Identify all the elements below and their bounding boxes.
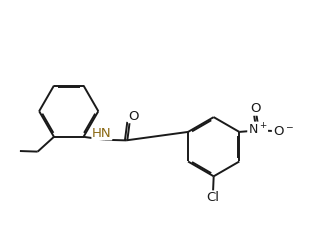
Text: O$^-$: O$^-$ (272, 124, 294, 138)
Text: Cl: Cl (207, 191, 220, 204)
Text: O: O (250, 102, 261, 115)
Text: HN: HN (92, 127, 112, 140)
Text: O: O (129, 110, 139, 123)
Text: N$^+$: N$^+$ (248, 122, 267, 138)
